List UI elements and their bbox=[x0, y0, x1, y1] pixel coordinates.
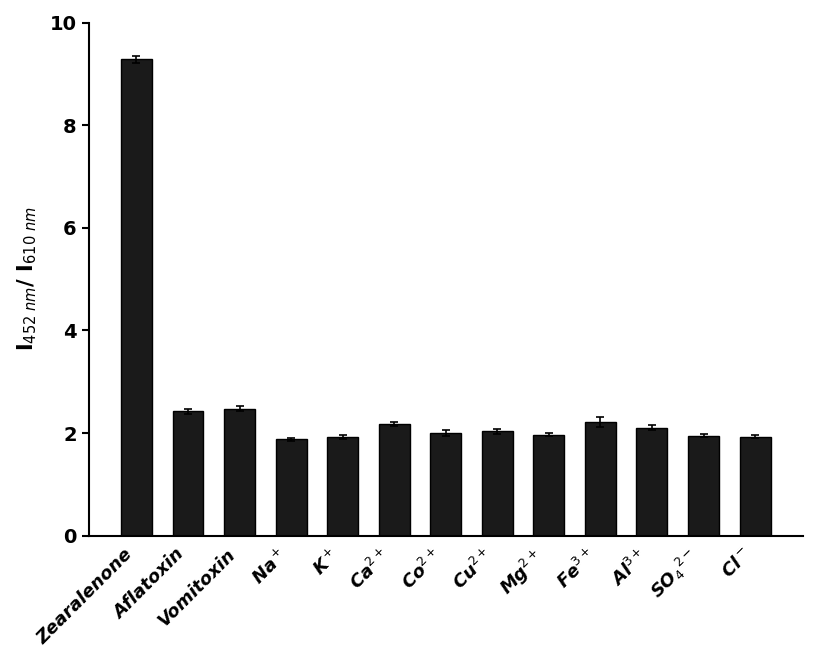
Bar bbox=[585, 422, 616, 536]
Bar bbox=[173, 412, 204, 536]
Bar bbox=[482, 432, 513, 536]
Y-axis label: I$_{452\ nm}$/ I$_{610\ nm}$: I$_{452\ nm}$/ I$_{610\ nm}$ bbox=[15, 207, 38, 351]
Bar bbox=[327, 437, 358, 536]
Bar bbox=[276, 439, 307, 536]
Bar bbox=[533, 434, 564, 536]
Bar bbox=[688, 436, 719, 536]
Bar bbox=[121, 60, 152, 536]
Bar bbox=[379, 424, 410, 536]
Bar bbox=[224, 409, 255, 536]
Bar bbox=[636, 428, 667, 536]
Bar bbox=[739, 437, 771, 536]
Bar bbox=[430, 433, 461, 536]
